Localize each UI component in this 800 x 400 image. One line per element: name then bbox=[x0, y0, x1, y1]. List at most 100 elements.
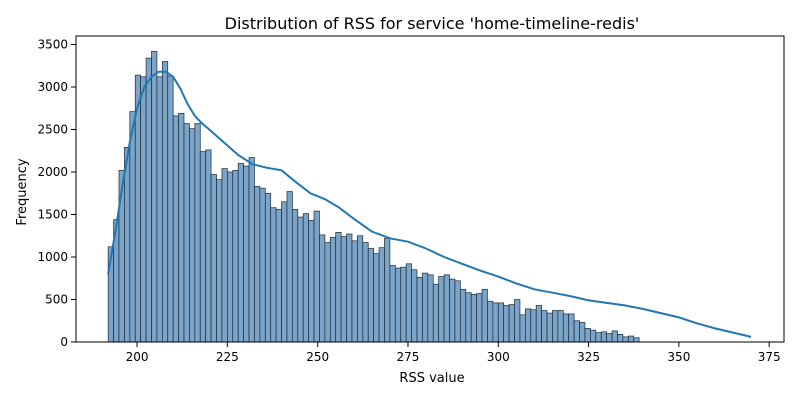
histogram-bar bbox=[167, 75, 174, 343]
chart-title: Distribution of RSS for service 'home-ti… bbox=[225, 14, 640, 33]
histogram-bar bbox=[199, 151, 207, 343]
y-tick-label: 1000 bbox=[37, 250, 68, 264]
histogram-bar bbox=[346, 233, 353, 343]
histogram-bar bbox=[351, 240, 358, 343]
y-tick-label: 500 bbox=[45, 293, 68, 307]
histogram-bar bbox=[557, 310, 564, 343]
histogram-bar bbox=[297, 216, 304, 343]
histogram-bar bbox=[487, 300, 494, 343]
histogram-bar bbox=[573, 320, 580, 343]
x-tick-label: 375 bbox=[758, 350, 781, 364]
histogram-bar bbox=[145, 57, 152, 343]
histogram-bar bbox=[254, 186, 261, 343]
x-tick-label: 350 bbox=[667, 350, 690, 364]
kde-curve bbox=[107, 70, 752, 338]
x-tick-label: 325 bbox=[577, 350, 600, 364]
histogram-bar bbox=[243, 165, 250, 343]
y-tick-label: 1500 bbox=[37, 208, 68, 222]
histogram-bar bbox=[329, 237, 337, 343]
histogram-bar bbox=[172, 115, 179, 343]
histogram-bar bbox=[129, 111, 136, 343]
x-axis-ticks: 200 225 250 275 300 325 350 375 bbox=[126, 342, 781, 364]
histogram-bar bbox=[140, 76, 147, 343]
histogram-bar bbox=[124, 147, 131, 343]
histogram-bar bbox=[465, 292, 472, 343]
histogram-bar bbox=[617, 334, 624, 343]
histogram-bar bbox=[422, 272, 429, 343]
histogram-bar bbox=[183, 123, 190, 343]
y-axis-ticks: 0 500 1000 1500 2000 2500 3000 3500 bbox=[37, 38, 76, 349]
histogram-bar bbox=[470, 294, 477, 343]
histogram-bar bbox=[216, 179, 223, 343]
histogram-bar bbox=[210, 174, 217, 343]
histogram-bar bbox=[292, 209, 299, 343]
histogram-bar bbox=[584, 328, 591, 343]
histogram-bar bbox=[378, 247, 385, 343]
histogram-bar bbox=[394, 267, 402, 343]
x-tick-label: 250 bbox=[306, 350, 329, 364]
histogram-bar bbox=[481, 288, 488, 343]
y-tick-label: 3500 bbox=[37, 38, 68, 52]
x-axis-label: RSS value bbox=[399, 371, 464, 386]
histogram-bar bbox=[227, 171, 234, 343]
histogram-bar bbox=[389, 265, 396, 343]
histogram-bar bbox=[194, 123, 201, 343]
histogram-bar bbox=[324, 242, 331, 343]
histogram-bar bbox=[633, 337, 640, 343]
histogram-bar bbox=[606, 333, 613, 343]
histogram-bar bbox=[302, 213, 309, 343]
histogram-bar bbox=[492, 302, 499, 343]
histogram-bar bbox=[416, 277, 423, 343]
histogram-bar bbox=[161, 61, 169, 343]
histogram-bar bbox=[411, 269, 418, 343]
histogram-bar bbox=[535, 305, 542, 343]
histogram-bar bbox=[313, 210, 320, 343]
histogram-bar bbox=[319, 234, 326, 343]
histogram-bar bbox=[286, 191, 293, 343]
histogram-bar bbox=[237, 163, 244, 343]
histogram-bar bbox=[438, 276, 445, 343]
histogram-bar bbox=[622, 336, 629, 343]
histogram-bar bbox=[497, 302, 505, 343]
histogram-bar bbox=[530, 309, 537, 343]
histogram-bar bbox=[546, 312, 553, 343]
histogram-bar bbox=[454, 280, 461, 343]
histogram-bar bbox=[562, 313, 570, 343]
histogram-bar bbox=[367, 248, 374, 343]
histogram-bar bbox=[590, 329, 597, 343]
histogram-bar bbox=[611, 330, 618, 343]
histogram-bar bbox=[405, 263, 412, 343]
histogram-bar bbox=[459, 288, 467, 343]
histogram-bar bbox=[259, 187, 266, 343]
histogram-bar bbox=[508, 304, 515, 343]
histogram-bar bbox=[275, 209, 282, 343]
histogram-bar bbox=[362, 242, 369, 343]
histogram-bar bbox=[519, 314, 526, 343]
histogram-bar bbox=[156, 76, 163, 343]
y-axis-label: Frequency bbox=[15, 158, 30, 225]
histogram-bar bbox=[595, 332, 602, 343]
histogram-bar bbox=[357, 235, 364, 343]
histogram-bar bbox=[427, 274, 434, 343]
y-tick-label: 2500 bbox=[37, 123, 68, 137]
histogram-bar bbox=[373, 253, 380, 343]
histogram-bar bbox=[568, 313, 575, 343]
histogram-bar bbox=[503, 305, 510, 343]
histogram-bar bbox=[600, 331, 607, 343]
histogram-bar bbox=[541, 310, 548, 343]
histogram-bar bbox=[400, 266, 407, 343]
histogram-bar bbox=[552, 310, 559, 343]
histogram-bar bbox=[449, 278, 456, 343]
y-tick-label: 3000 bbox=[37, 80, 68, 94]
histogram-bar bbox=[443, 274, 450, 343]
histogram-bar bbox=[281, 201, 288, 343]
x-tick-label: 225 bbox=[216, 350, 239, 364]
histogram-bar bbox=[232, 169, 239, 343]
histogram-bar bbox=[308, 220, 315, 343]
histogram-bar bbox=[525, 308, 532, 343]
histogram-bar bbox=[178, 112, 185, 343]
histogram-bar bbox=[270, 207, 277, 343]
x-tick-label: 200 bbox=[126, 350, 149, 364]
histogram-bar bbox=[264, 192, 272, 343]
